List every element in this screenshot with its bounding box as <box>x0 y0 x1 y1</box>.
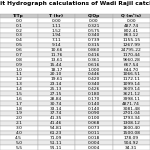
Text: Table 2: Unit Hydrograph calculations of Wadi Rajil catchment area: Table 2: Unit Hydrograph calculations of… <box>0 1 150 6</box>
